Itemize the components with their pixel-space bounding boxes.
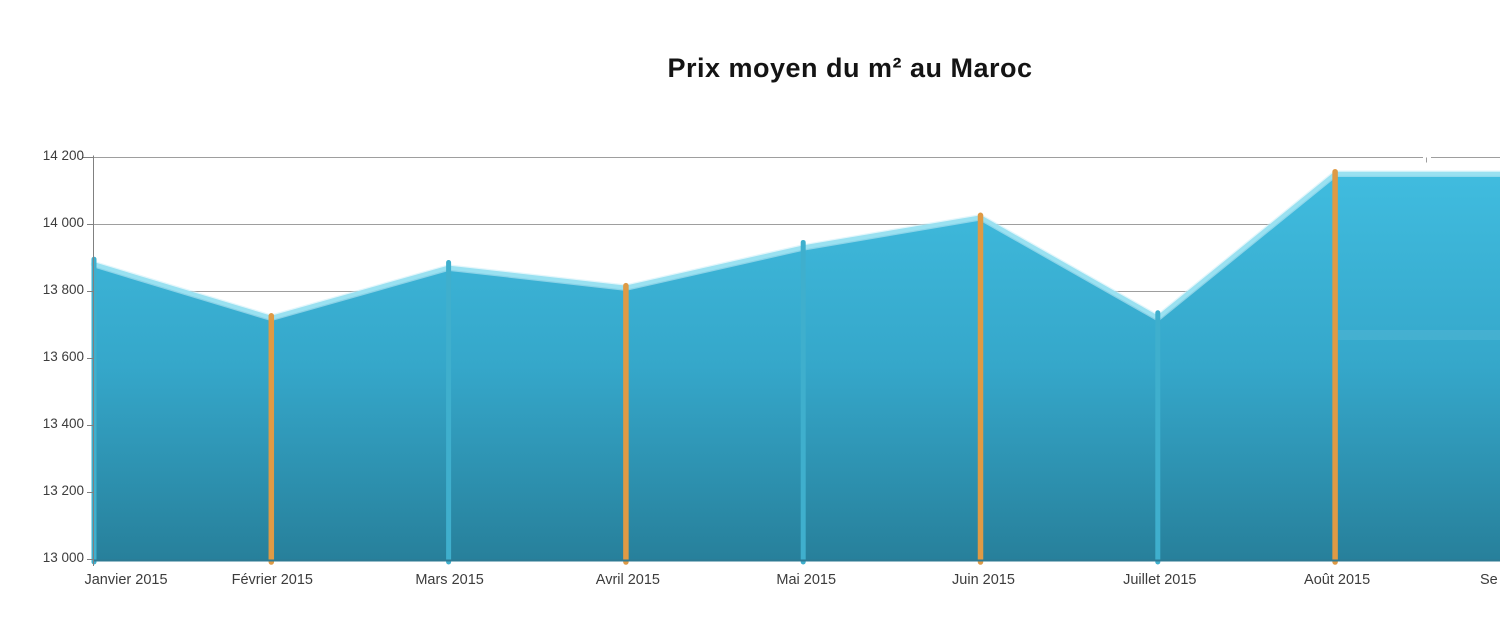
x-axis-label: Mai 2015	[776, 572, 836, 588]
y-axis-label: 14 200	[43, 148, 84, 163]
x-axis-label: Janvier 2015	[84, 572, 167, 588]
x-axis-label: Juin 2015	[952, 572, 1015, 588]
x-axis-label: Août 2015	[1304, 572, 1370, 588]
y-axis-label: 13 800	[43, 282, 84, 297]
gradient-seam	[1338, 330, 1500, 340]
area-edge-highlight	[92, 171, 1500, 320]
y-axis-label: 13 200	[43, 483, 84, 498]
y-axis-label: 13 000	[43, 550, 84, 565]
y-axis-label: 13 600	[43, 349, 84, 364]
y-axis-label: 14 000	[43, 215, 84, 230]
y-axis-label: 13 400	[43, 416, 84, 431]
chart-title: Prix moyen du m² au Maroc	[667, 53, 1033, 83]
x-axis-label: Avril 2015	[596, 572, 660, 588]
x-axis-label: Février 2015	[232, 572, 313, 588]
x-axis-label: Mars 2015	[415, 572, 484, 588]
x-axis-label: Juillet 2015	[1123, 572, 1196, 588]
x-axis-label: Se	[1480, 572, 1498, 588]
area-fill	[94, 173, 1500, 560]
